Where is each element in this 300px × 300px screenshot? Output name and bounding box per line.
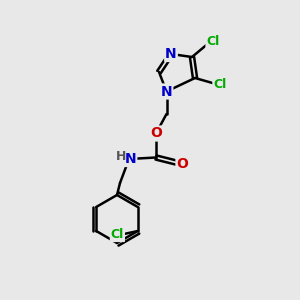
Text: Cl: Cl — [213, 77, 226, 91]
Text: Cl: Cl — [111, 228, 124, 241]
Text: N: N — [125, 152, 136, 166]
Text: N: N — [161, 85, 172, 98]
Text: O: O — [150, 127, 162, 140]
Text: N: N — [165, 47, 177, 61]
Text: Cl: Cl — [206, 34, 220, 48]
Text: H: H — [116, 150, 126, 163]
Text: O: O — [176, 157, 188, 170]
